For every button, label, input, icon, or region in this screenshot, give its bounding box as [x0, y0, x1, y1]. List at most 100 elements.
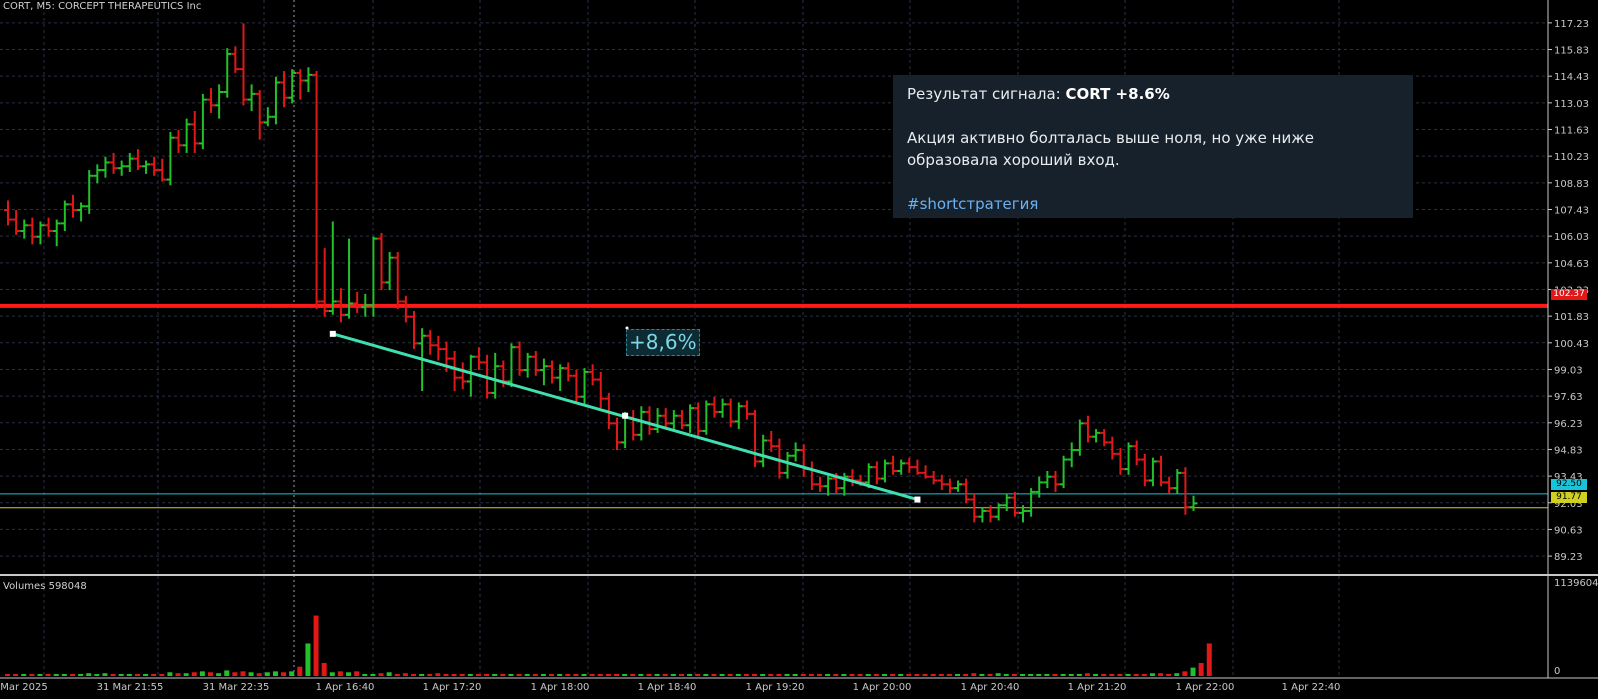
- ohlc-bar: [507, 343, 516, 388]
- ohlc-bar: [1189, 495, 1198, 511]
- ohlc-bar: [686, 404, 695, 433]
- volume-bar: [435, 673, 441, 676]
- volume-bar: [841, 674, 847, 676]
- ohlc-bar: [125, 152, 134, 172]
- volume-scale-max: 1139604: [1554, 578, 1598, 589]
- volume-bar: [776, 674, 782, 676]
- ohlc-bar: [880, 459, 889, 483]
- ohlc-bar: [718, 398, 727, 418]
- volume-bar: [362, 674, 368, 676]
- volume-bar: [727, 674, 733, 676]
- time-tick-label: 1 Apr 18:40: [638, 682, 697, 693]
- signal-result-value: CORT +8.6%: [1065, 85, 1170, 103]
- volume-bar: [735, 674, 741, 676]
- ohlc-bar: [1067, 442, 1076, 468]
- price-tick-label: 115.83: [1554, 46, 1589, 57]
- ohlc-bar: [223, 48, 232, 98]
- volume-bar: [118, 674, 124, 676]
- volume-bar: [264, 672, 270, 676]
- volume-bar: [143, 674, 149, 676]
- volume-bar: [825, 674, 831, 676]
- ohlc-bar: [247, 84, 256, 112]
- volume-bar: [78, 674, 84, 676]
- volume-bar: [191, 672, 197, 676]
- volume-bar: [711, 674, 717, 676]
- volume-bar: [289, 671, 295, 676]
- ohlc-bar: [905, 457, 914, 473]
- ohlc-bar: [458, 362, 467, 390]
- trendline[interactable]: [329, 326, 921, 503]
- volume-bar: [86, 673, 92, 676]
- ohlc-bar: [937, 474, 946, 491]
- resistance-price-tag: 102.37: [1551, 289, 1587, 300]
- ohlc-bar: [759, 434, 768, 468]
- volume-bar: [53, 674, 59, 676]
- ohlc-bar: [166, 131, 175, 186]
- volume-bar: [508, 674, 514, 676]
- ohlc-bar: [288, 69, 297, 104]
- volume-bar: [175, 673, 181, 676]
- volume-bar: [752, 674, 758, 676]
- ohlc-bar: [978, 507, 987, 523]
- ohlc-bar: [872, 461, 881, 485]
- ohlc-bars: [4, 23, 1198, 523]
- ohlc-bar: [20, 219, 29, 239]
- volume-bar: [857, 674, 863, 676]
- ohlc-bar: [312, 71, 321, 310]
- ohlc-bar: [539, 358, 548, 386]
- ohlc-bar: [271, 76, 280, 125]
- ohlc-bar: [702, 400, 711, 435]
- volume-bar: [216, 673, 222, 676]
- volume-bar: [29, 674, 35, 676]
- volume-bar: [492, 674, 498, 676]
- price-tick-label: 117.23: [1554, 19, 1589, 30]
- ohlc-bar: [734, 402, 743, 430]
- volume-bar: [1166, 674, 1172, 676]
- percent-change-label[interactable]: +8,6%: [626, 329, 700, 356]
- volume-bar: [622, 674, 628, 676]
- ohlc-bar: [954, 480, 963, 492]
- ohlc-bar: [1148, 457, 1157, 487]
- ohlc-bar: [580, 368, 589, 405]
- volume-bar: [808, 674, 814, 676]
- ohlc-bar: [962, 478, 971, 504]
- volume-bar: [695, 674, 701, 676]
- volume-bar: [329, 672, 335, 676]
- volume-bar: [467, 674, 473, 676]
- ohlc-bar: [669, 410, 678, 431]
- volume-bar: [1149, 673, 1155, 676]
- ohlc-bar: [710, 396, 719, 418]
- ohlc-bar: [1035, 476, 1044, 498]
- volume-bar: [451, 674, 457, 676]
- volume-bar: [1133, 674, 1139, 676]
- volume-bar: [386, 672, 392, 676]
- volume-bar: [61, 674, 67, 676]
- time-tick-label: 1 Apr 22:40: [1282, 682, 1341, 693]
- ohlc-bar: [263, 107, 272, 127]
- time-tick-label: 1 Apr 20:40: [961, 682, 1020, 693]
- volume-bar: [687, 674, 693, 676]
- volume-bar: [865, 674, 871, 676]
- hashtag-link[interactable]: #shortстратегия: [907, 195, 1039, 213]
- ohlc-bar: [198, 93, 207, 150]
- ohlc-bar: [369, 236, 378, 317]
- volume-bar: [484, 674, 490, 676]
- ohlc-bar: [523, 352, 532, 378]
- volume-bar: [549, 674, 555, 676]
- volume-indicator-title: Volumes 598048: [3, 581, 87, 592]
- ohlc-bar: [897, 459, 906, 475]
- volume-bar: [881, 674, 887, 676]
- ohlc-bar: [726, 398, 735, 428]
- ohlc-bar: [1075, 419, 1084, 456]
- ohlc-bar: [864, 463, 873, 489]
- volume-bar: [321, 662, 327, 676]
- ohlc-bar: [1100, 429, 1109, 447]
- volume-bar: [419, 674, 425, 676]
- label-anchor-point: [625, 326, 629, 330]
- volume-bar: [1068, 674, 1074, 676]
- ohlc-bar: [174, 130, 183, 153]
- ohlc-bar: [1051, 470, 1060, 492]
- volume-bar: [459, 674, 465, 676]
- volume-bar: [1198, 662, 1204, 676]
